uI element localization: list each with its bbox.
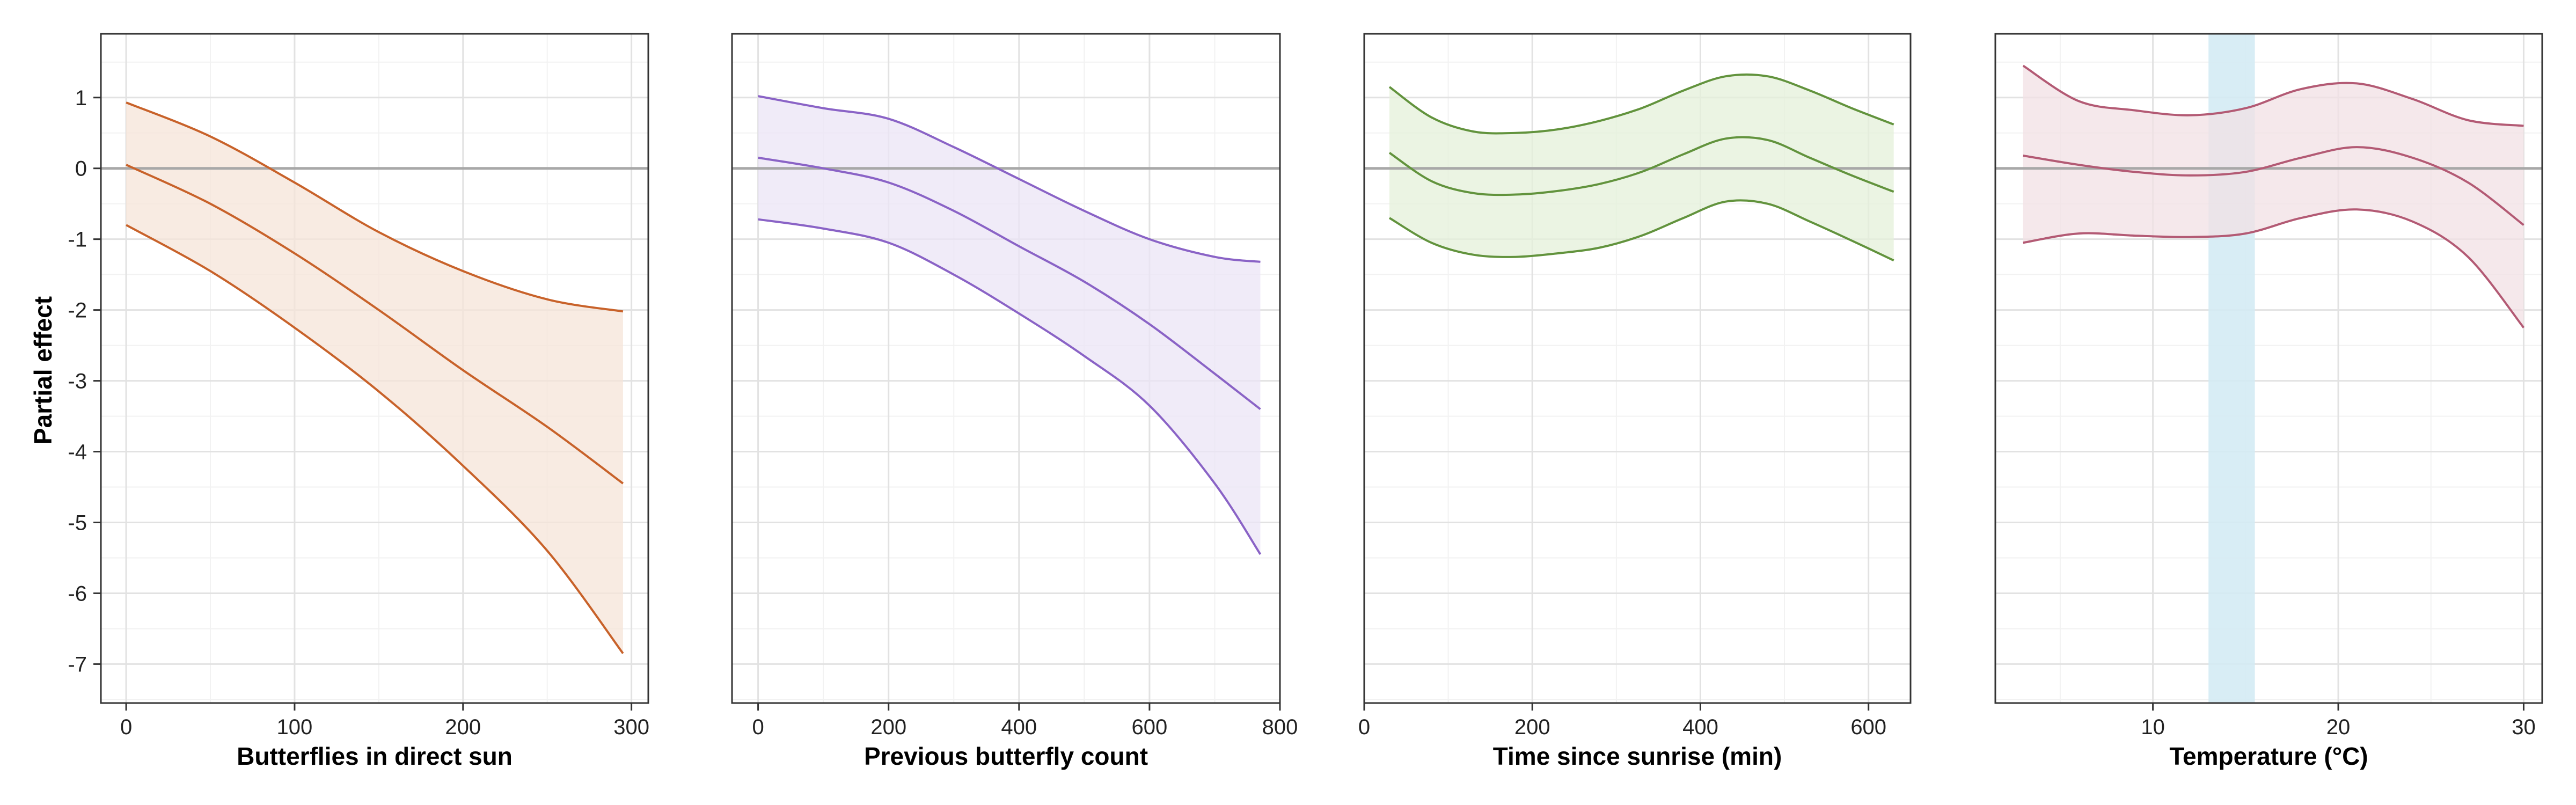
x-tick-label-1: 0 [120,715,132,739]
y-tick-label-1: 1 [75,86,87,110]
x-axis-title: Temperature (°C) [2169,742,2368,770]
panel-3: 0 200 400 600 Time since sunrise (min) [1358,33,1912,770]
x-tick-label-4: 600 [1850,715,1886,739]
x-tick-label-1: 0 [1358,715,1370,739]
panel-1: 0 100 200 300 Butterflies in direct sun 1 0 -1 -… [68,33,649,770]
y-tick-label-9: -7 [68,653,87,676]
x-tick-label-4: 600 [1132,715,1168,739]
x-tick-label-2: 200 [1514,715,1550,739]
fit-line [1388,136,1894,196]
x-tick-label-3: 200 [445,715,481,739]
x-tick-label-5: 800 [1262,715,1298,739]
y-tick-label-7: -5 [68,511,87,535]
y-tick-label-3: -1 [68,228,87,252]
upper-bound-line [1388,73,1894,135]
x-tick-label-2: 200 [870,715,906,739]
y-tick-label-5: -3 [68,370,87,393]
lower-bound-line [758,218,1262,555]
x-tick-label-3: 400 [1682,715,1718,739]
lower-bound-line [2023,208,2525,328]
fit-line [758,156,1261,410]
y-tick-label-2: 0 [75,157,87,181]
lower-bound-line [1388,199,1894,262]
fit-line [126,164,624,485]
panel-border [1363,33,1912,704]
x-tick-label-3: 30 [2512,715,2536,739]
panel-4: 10 20 30 Temperature (°C) [1994,33,2543,770]
panel-border [1994,33,2543,704]
lower-bound-line [126,224,624,654]
upper-bound-line [758,95,1261,263]
x-tick-label-3: 400 [1001,715,1037,739]
y-tick-label-4: -2 [68,299,87,323]
x-axis-title: Butterflies in direct sun [237,742,513,770]
y-tick-label-6: -4 [68,441,87,464]
panel-border [731,33,1281,704]
panel-2: 0 200 400 600 800 Previous butterfly count [731,33,1298,770]
confidence-ribbon [126,103,623,654]
x-tick-label-1: 0 [752,715,764,739]
y-tick-label-8: -6 [68,582,87,605]
x-axis-title: Time since sunrise (min) [1493,742,1782,770]
x-axis-title: Previous butterfly count [864,742,1148,770]
confidence-ribbon [758,96,1261,554]
fit-line [2023,146,2524,226]
x-tick-label-1: 10 [2141,715,2165,739]
confidence-ribbon [2023,65,2524,328]
upper-bound-line [126,101,624,313]
x-tick-label-4: 300 [613,715,649,739]
y-axis-title: Partial effect [29,296,57,444]
panel-border [100,33,649,704]
x-tick-label-2: 20 [2326,715,2351,739]
upper-bound-line [2022,64,2524,127]
x-tick-label-2: 100 [277,715,313,739]
